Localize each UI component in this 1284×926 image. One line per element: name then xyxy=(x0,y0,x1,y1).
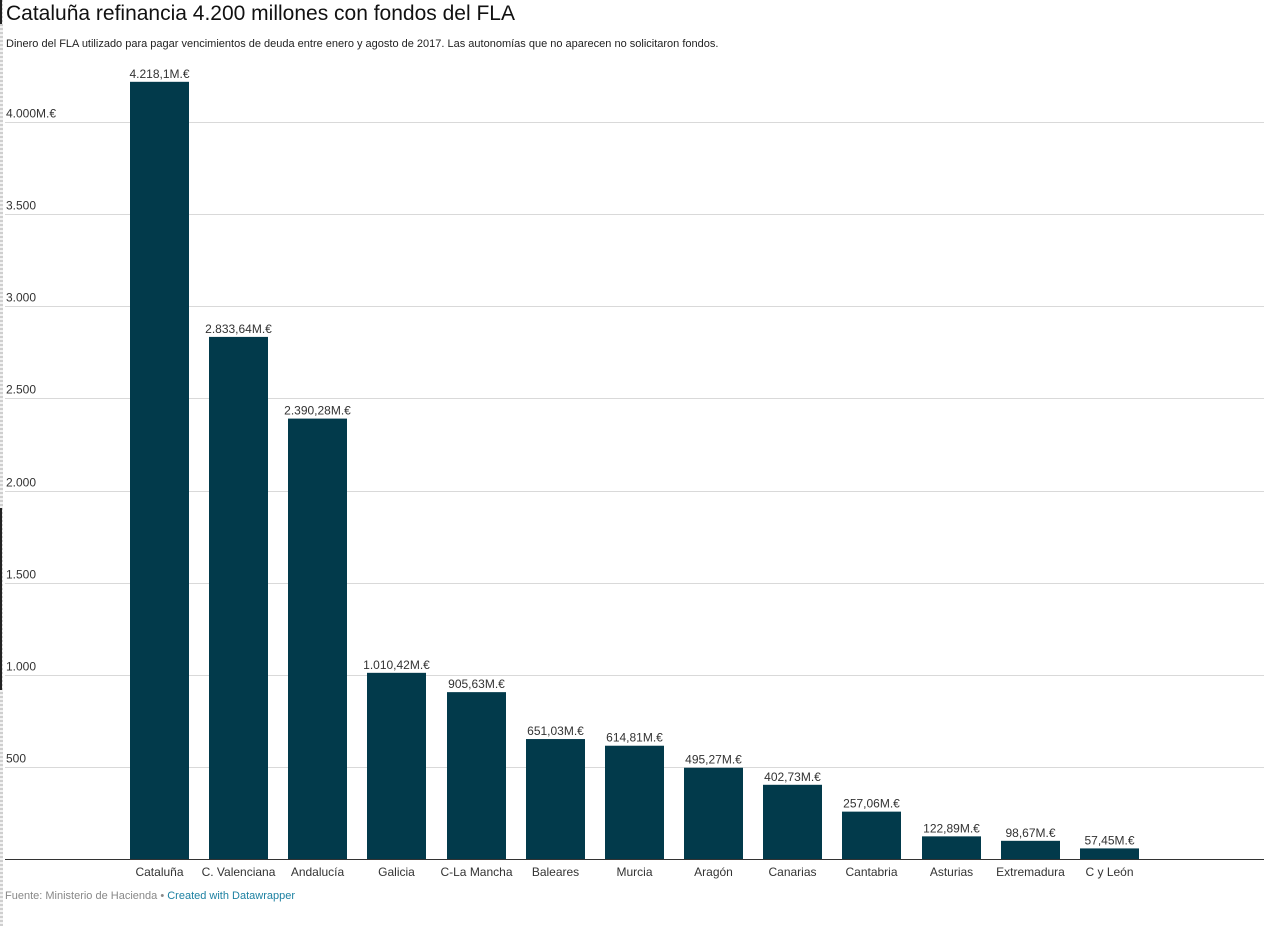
bar xyxy=(367,672,426,859)
bar-value-label: 495,27M.€ xyxy=(685,753,742,767)
y-tick-label: 3.000 xyxy=(6,291,36,305)
bar xyxy=(130,81,189,860)
x-tick-label: Aragón xyxy=(694,865,733,879)
x-tick-label: C y León xyxy=(1085,865,1133,879)
x-tick-label: Galicia xyxy=(378,865,415,879)
y-tick-label: 1.000 xyxy=(6,660,36,674)
bar-value-label: 257,06M.€ xyxy=(843,797,900,811)
chart-title: Cataluña refinancia 4.200 millones con f… xyxy=(6,2,515,25)
x-axis: Cataluña C. Valenciana Andalucía Galicia C-L… xyxy=(5,859,1264,879)
page-left-marker-top xyxy=(0,0,2,24)
value-labels: 4.218,1M.€ 2.833,64M.€ 2.390,28M.€ 1.010,42… xyxy=(129,67,1134,848)
source-text: Fuente: Ministerio de Hacienda xyxy=(5,890,158,902)
x-tick-label: Andalucía xyxy=(291,865,345,879)
bars xyxy=(130,81,1139,860)
bar xyxy=(526,739,585,859)
bar-value-label: 905,63M.€ xyxy=(448,677,505,691)
x-tick-label: Cantabria xyxy=(845,865,897,879)
x-tick-label: Baleares xyxy=(532,865,579,879)
bar-value-label: 4.218,1M.€ xyxy=(129,67,189,81)
bar-value-label: 122,89M.€ xyxy=(923,821,980,835)
y-tick-label: 4.000M.€ xyxy=(6,107,56,121)
x-tick-label: Cataluña xyxy=(135,865,183,879)
bar-value-label: 57,45M.€ xyxy=(1084,833,1134,847)
bar xyxy=(209,336,268,859)
bar xyxy=(1001,840,1060,859)
bar-value-label: 651,03M.€ xyxy=(527,724,584,738)
chart-subtitle: Dinero del FLA utilizado para pagar venc… xyxy=(6,38,719,50)
y-tick-label: 1.500 xyxy=(6,568,36,582)
y-tick-label: 2.000 xyxy=(6,476,36,490)
bar xyxy=(447,692,506,859)
x-tick-label: Murcia xyxy=(616,865,652,879)
y-tick-label: 3.500 xyxy=(6,199,36,213)
datawrapper-credit-link[interactable]: Created with Datawrapper xyxy=(167,890,296,902)
bar xyxy=(922,836,981,859)
x-tick-label: C. Valenciana xyxy=(202,865,276,879)
x-tick-label: C-La Mancha xyxy=(440,865,512,879)
y-tick-label: 2.500 xyxy=(6,383,36,397)
bar-value-label: 1.010,42M.€ xyxy=(363,658,430,672)
bar-value-label: 402,73M.€ xyxy=(764,770,821,784)
y-tick-label: 500 xyxy=(6,752,26,766)
bar xyxy=(842,811,901,859)
page-left-marker xyxy=(0,508,2,690)
bar-value-label: 2.833,64M.€ xyxy=(205,322,272,336)
bar xyxy=(288,418,347,859)
bar xyxy=(605,745,664,859)
bar-value-label: 2.390,28M.€ xyxy=(284,404,351,418)
x-tick-label: Asturias xyxy=(930,865,973,879)
bar-value-label: 98,67M.€ xyxy=(1005,826,1055,840)
bar xyxy=(763,784,822,859)
footer-separator: • xyxy=(160,890,165,902)
bar xyxy=(684,767,743,859)
bar-value-label: 614,81M.€ xyxy=(606,731,663,745)
x-tick-label: Canarias xyxy=(768,865,816,879)
x-tick-label: Extremadura xyxy=(996,865,1065,879)
chart-footer: Fuente: Ministerio de Hacienda • Created… xyxy=(5,890,295,902)
gridlines: 500 1.000 1.500 2.000 2.500 3.000 3.500 4.000M.… xyxy=(5,107,1264,768)
page-left-border xyxy=(0,0,3,926)
bar xyxy=(1080,848,1139,859)
